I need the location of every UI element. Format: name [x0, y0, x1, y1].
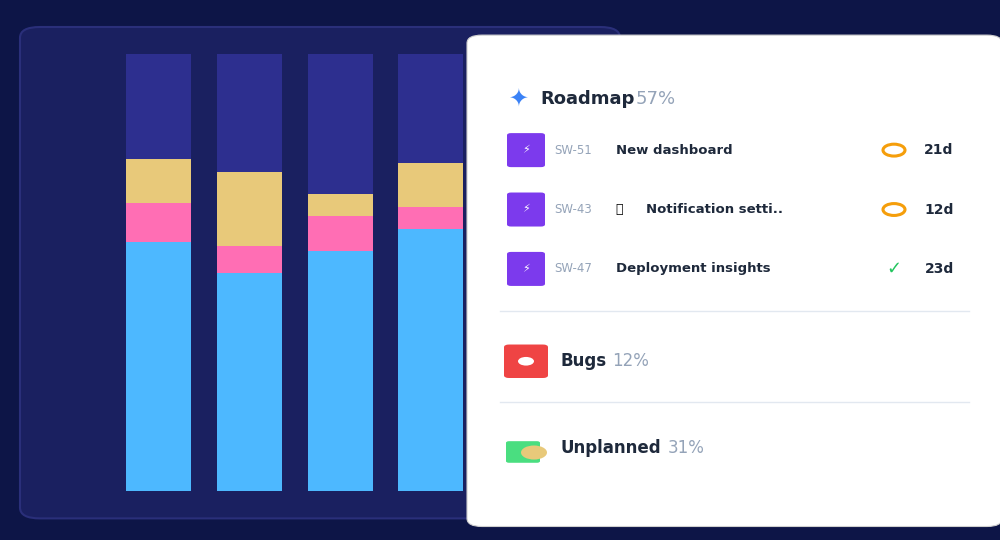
Text: 57%: 57% [636, 90, 676, 108]
FancyBboxPatch shape [20, 27, 620, 518]
Bar [217, 273, 282, 491]
Bar [126, 242, 191, 491]
Text: Notification setti..: Notification setti.. [646, 203, 783, 216]
Bar [489, 163, 554, 181]
Text: 🔔: 🔔 [616, 203, 628, 216]
Text: 12d: 12d [924, 202, 954, 217]
Bar [398, 163, 463, 207]
Text: Roadmap: Roadmap [540, 90, 634, 108]
Text: ⚡: ⚡ [522, 145, 530, 155]
Bar [126, 54, 191, 159]
Text: ⚡: ⚡ [522, 205, 530, 214]
Text: ⚡: ⚡ [522, 264, 530, 274]
Text: Deployment insights: Deployment insights [616, 262, 771, 275]
Bar [308, 216, 372, 251]
Bar [398, 229, 463, 491]
Bar [489, 181, 554, 207]
Circle shape [521, 446, 547, 460]
Text: 31%: 31% [668, 439, 705, 457]
Bar [308, 194, 372, 216]
Text: New dashboard: New dashboard [616, 144, 733, 157]
Bar [126, 159, 191, 202]
Text: Unplanned: Unplanned [560, 439, 661, 457]
Bar [489, 54, 554, 163]
Text: 21d: 21d [924, 143, 954, 157]
FancyBboxPatch shape [507, 192, 545, 226]
Text: SW-51: SW-51 [554, 144, 592, 157]
Bar [126, 202, 191, 242]
Bar [308, 54, 372, 194]
Text: Bugs: Bugs [560, 352, 606, 370]
Bar [308, 251, 372, 491]
Text: SW-43: SW-43 [554, 203, 592, 216]
Text: 23d: 23d [924, 262, 954, 276]
FancyBboxPatch shape [507, 133, 545, 167]
FancyBboxPatch shape [507, 252, 545, 286]
Bar [217, 54, 282, 172]
Bar [398, 207, 463, 229]
FancyBboxPatch shape [506, 441, 540, 463]
Text: ✓: ✓ [886, 260, 902, 278]
Text: ✦: ✦ [508, 87, 528, 111]
Text: 12%: 12% [612, 352, 649, 370]
Bar [398, 54, 463, 163]
Bar [489, 207, 554, 491]
FancyBboxPatch shape [504, 345, 548, 378]
Text: SW-47: SW-47 [554, 262, 592, 275]
Bar [217, 246, 282, 273]
Bar [217, 172, 282, 246]
FancyBboxPatch shape [467, 35, 1000, 526]
Circle shape [518, 357, 534, 366]
